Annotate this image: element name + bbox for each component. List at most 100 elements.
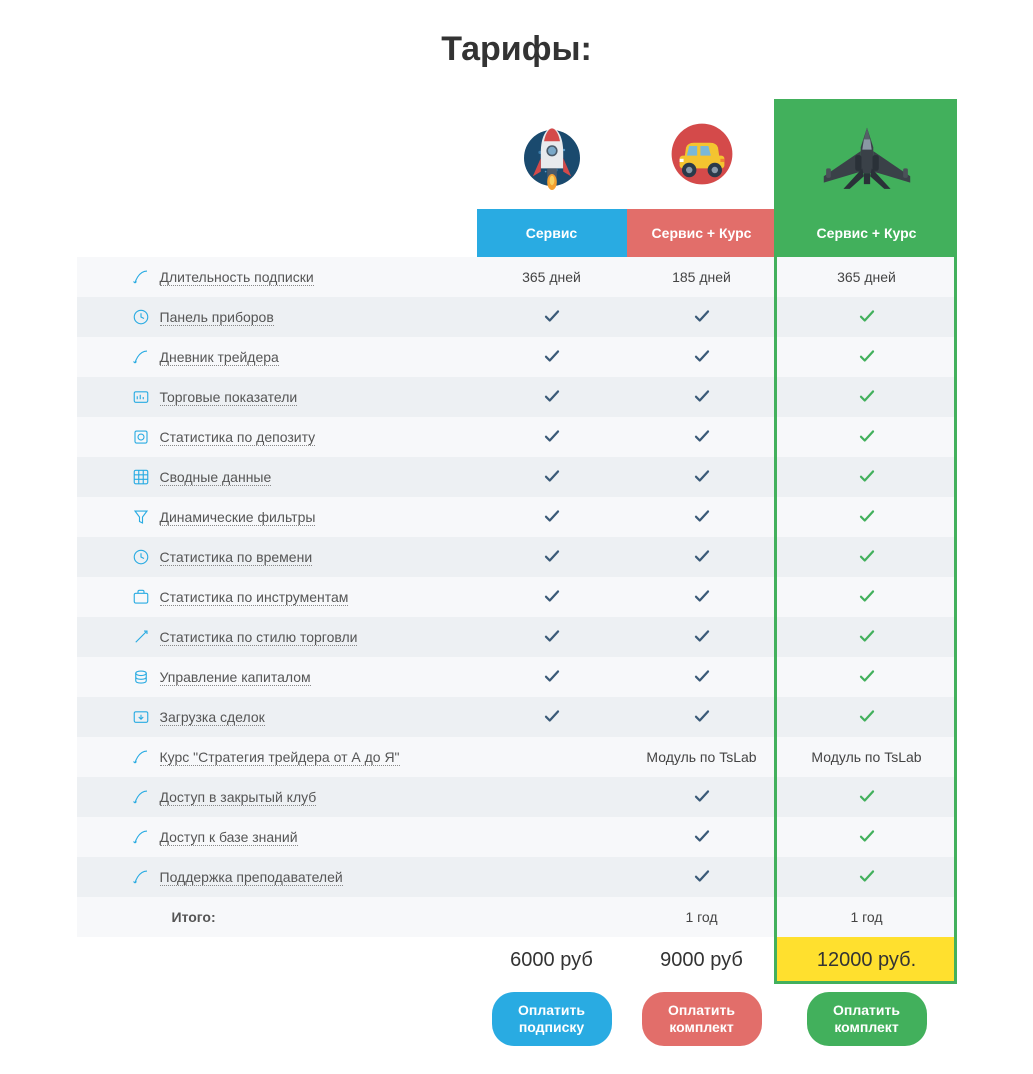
feature-label: Статистика по времени <box>77 537 477 577</box>
total-cell: 1 год <box>777 897 957 937</box>
feature-text[interactable]: Статистика по инструментам <box>160 589 349 606</box>
pay-button-1[interactable]: Оплатитькомплект <box>642 992 762 1046</box>
feature-cell <box>627 537 777 577</box>
feature-label: Длительность подписки <box>77 257 477 297</box>
feature-cell <box>627 297 777 337</box>
check-icon <box>858 787 876 808</box>
page-title: Тарифы: <box>30 30 1003 69</box>
feature-cell <box>777 337 957 377</box>
check-icon <box>693 867 711 888</box>
feature-label: Статистика по инструментам <box>77 577 477 617</box>
feature-cell <box>477 737 627 777</box>
feature-icon <box>132 548 150 566</box>
price-1: 9000 руб <box>627 937 777 984</box>
feature-cell <box>477 777 627 817</box>
feature-text[interactable]: Панель приборов <box>160 309 274 326</box>
feature-cell <box>477 297 627 337</box>
price-0: 6000 руб <box>477 937 627 984</box>
feature-icon <box>132 348 150 366</box>
check-icon <box>693 787 711 808</box>
feature-cell <box>627 457 777 497</box>
feature-text[interactable]: Курс "Стратегия трейдера от А до Я" <box>160 749 400 766</box>
feature-cell <box>777 657 957 697</box>
feature-label: Торговые показатели <box>77 377 477 417</box>
pay-button-2[interactable]: Оплатитькомплект <box>807 992 927 1046</box>
feature-text[interactable]: Длительность подписки <box>160 269 314 286</box>
feature-text[interactable]: Загрузка сделок <box>160 709 265 726</box>
total-cell: 1 год <box>627 897 777 937</box>
feature-cell <box>477 457 627 497</box>
feature-text[interactable]: Статистика по депозиту <box>160 429 316 446</box>
feature-cell: 365 дней <box>477 257 627 297</box>
feature-text[interactable]: Торговые показатели <box>160 389 298 406</box>
check-icon <box>858 307 876 328</box>
feature-text[interactable]: Дневник трейдера <box>160 349 279 366</box>
car-icon <box>662 114 742 194</box>
feature-text[interactable]: Сводные данные <box>160 469 272 486</box>
feature-text[interactable]: Управление капиталом <box>160 669 311 686</box>
feature-cell <box>627 817 777 857</box>
feature-text[interactable]: Доступ к базе знаний <box>160 829 298 846</box>
cell-text: 365 дней <box>522 269 581 285</box>
plan-header-2: Сервис + Курс <box>777 209 957 257</box>
feature-cell <box>627 377 777 417</box>
feature-text[interactable]: Динамические фильтры <box>160 509 316 526</box>
feature-cell <box>777 577 957 617</box>
feature-cell <box>777 377 957 417</box>
feature-cell: Модуль по TsLab <box>777 737 957 777</box>
check-icon <box>543 627 561 648</box>
feature-text[interactable]: Доступ в закрытый клуб <box>160 789 317 806</box>
feature-icon <box>132 468 150 486</box>
feature-icon <box>132 788 150 806</box>
feature-cell <box>627 577 777 617</box>
feature-cell <box>477 377 627 417</box>
check-icon <box>858 827 876 848</box>
feature-cell <box>477 617 627 657</box>
feature-icon <box>132 868 150 886</box>
feature-cell: Модуль по TsLab <box>627 737 777 777</box>
feature-text[interactable]: Статистика по стилю торговли <box>160 629 358 646</box>
feature-icon <box>132 628 150 646</box>
plan-header-0: Сервис <box>477 209 627 257</box>
button-wrap: Оплатитькомплект <box>777 984 957 1054</box>
feature-label: Поддержка преподавателей <box>77 857 477 897</box>
feature-cell <box>627 497 777 537</box>
check-icon <box>858 507 876 528</box>
feature-text[interactable]: Статистика по времени <box>160 549 313 566</box>
feature-label: Дневник трейдера <box>77 337 477 377</box>
check-icon <box>693 387 711 408</box>
check-icon <box>693 427 711 448</box>
feature-cell <box>477 417 627 457</box>
feature-icon <box>132 828 150 846</box>
feature-icon <box>132 268 150 286</box>
check-icon <box>858 667 876 688</box>
check-icon <box>693 307 711 328</box>
feature-cell <box>627 777 777 817</box>
check-icon <box>693 587 711 608</box>
check-icon <box>543 427 561 448</box>
cell-text: 365 дней <box>837 269 896 285</box>
feature-text[interactable]: Поддержка преподавателей <box>160 869 343 886</box>
pay-button-0[interactable]: Оплатитьподписку <box>492 992 612 1046</box>
feature-cell <box>477 657 627 697</box>
feature-icon <box>132 428 150 446</box>
check-icon <box>543 467 561 488</box>
feature-label: Курс "Стратегия трейдера от А до Я" <box>77 737 477 777</box>
feature-cell <box>627 857 777 897</box>
check-icon <box>858 547 876 568</box>
feature-icon <box>132 748 150 766</box>
check-icon <box>693 827 711 848</box>
check-icon <box>543 307 561 328</box>
button-wrap: Оплатитьподписку <box>477 984 627 1054</box>
feature-label: Загрузка сделок <box>77 697 477 737</box>
check-icon <box>693 627 711 648</box>
total-label: Итого: <box>77 897 477 937</box>
plan-header-1: Сервис + Курс <box>627 209 777 257</box>
feature-cell <box>777 817 957 857</box>
check-icon <box>693 347 711 368</box>
cell-text: Модуль по TsLab <box>811 749 921 765</box>
feature-cell <box>777 777 957 817</box>
check-icon <box>858 387 876 408</box>
feature-label: Управление капиталом <box>77 657 477 697</box>
feature-icon <box>132 508 150 526</box>
